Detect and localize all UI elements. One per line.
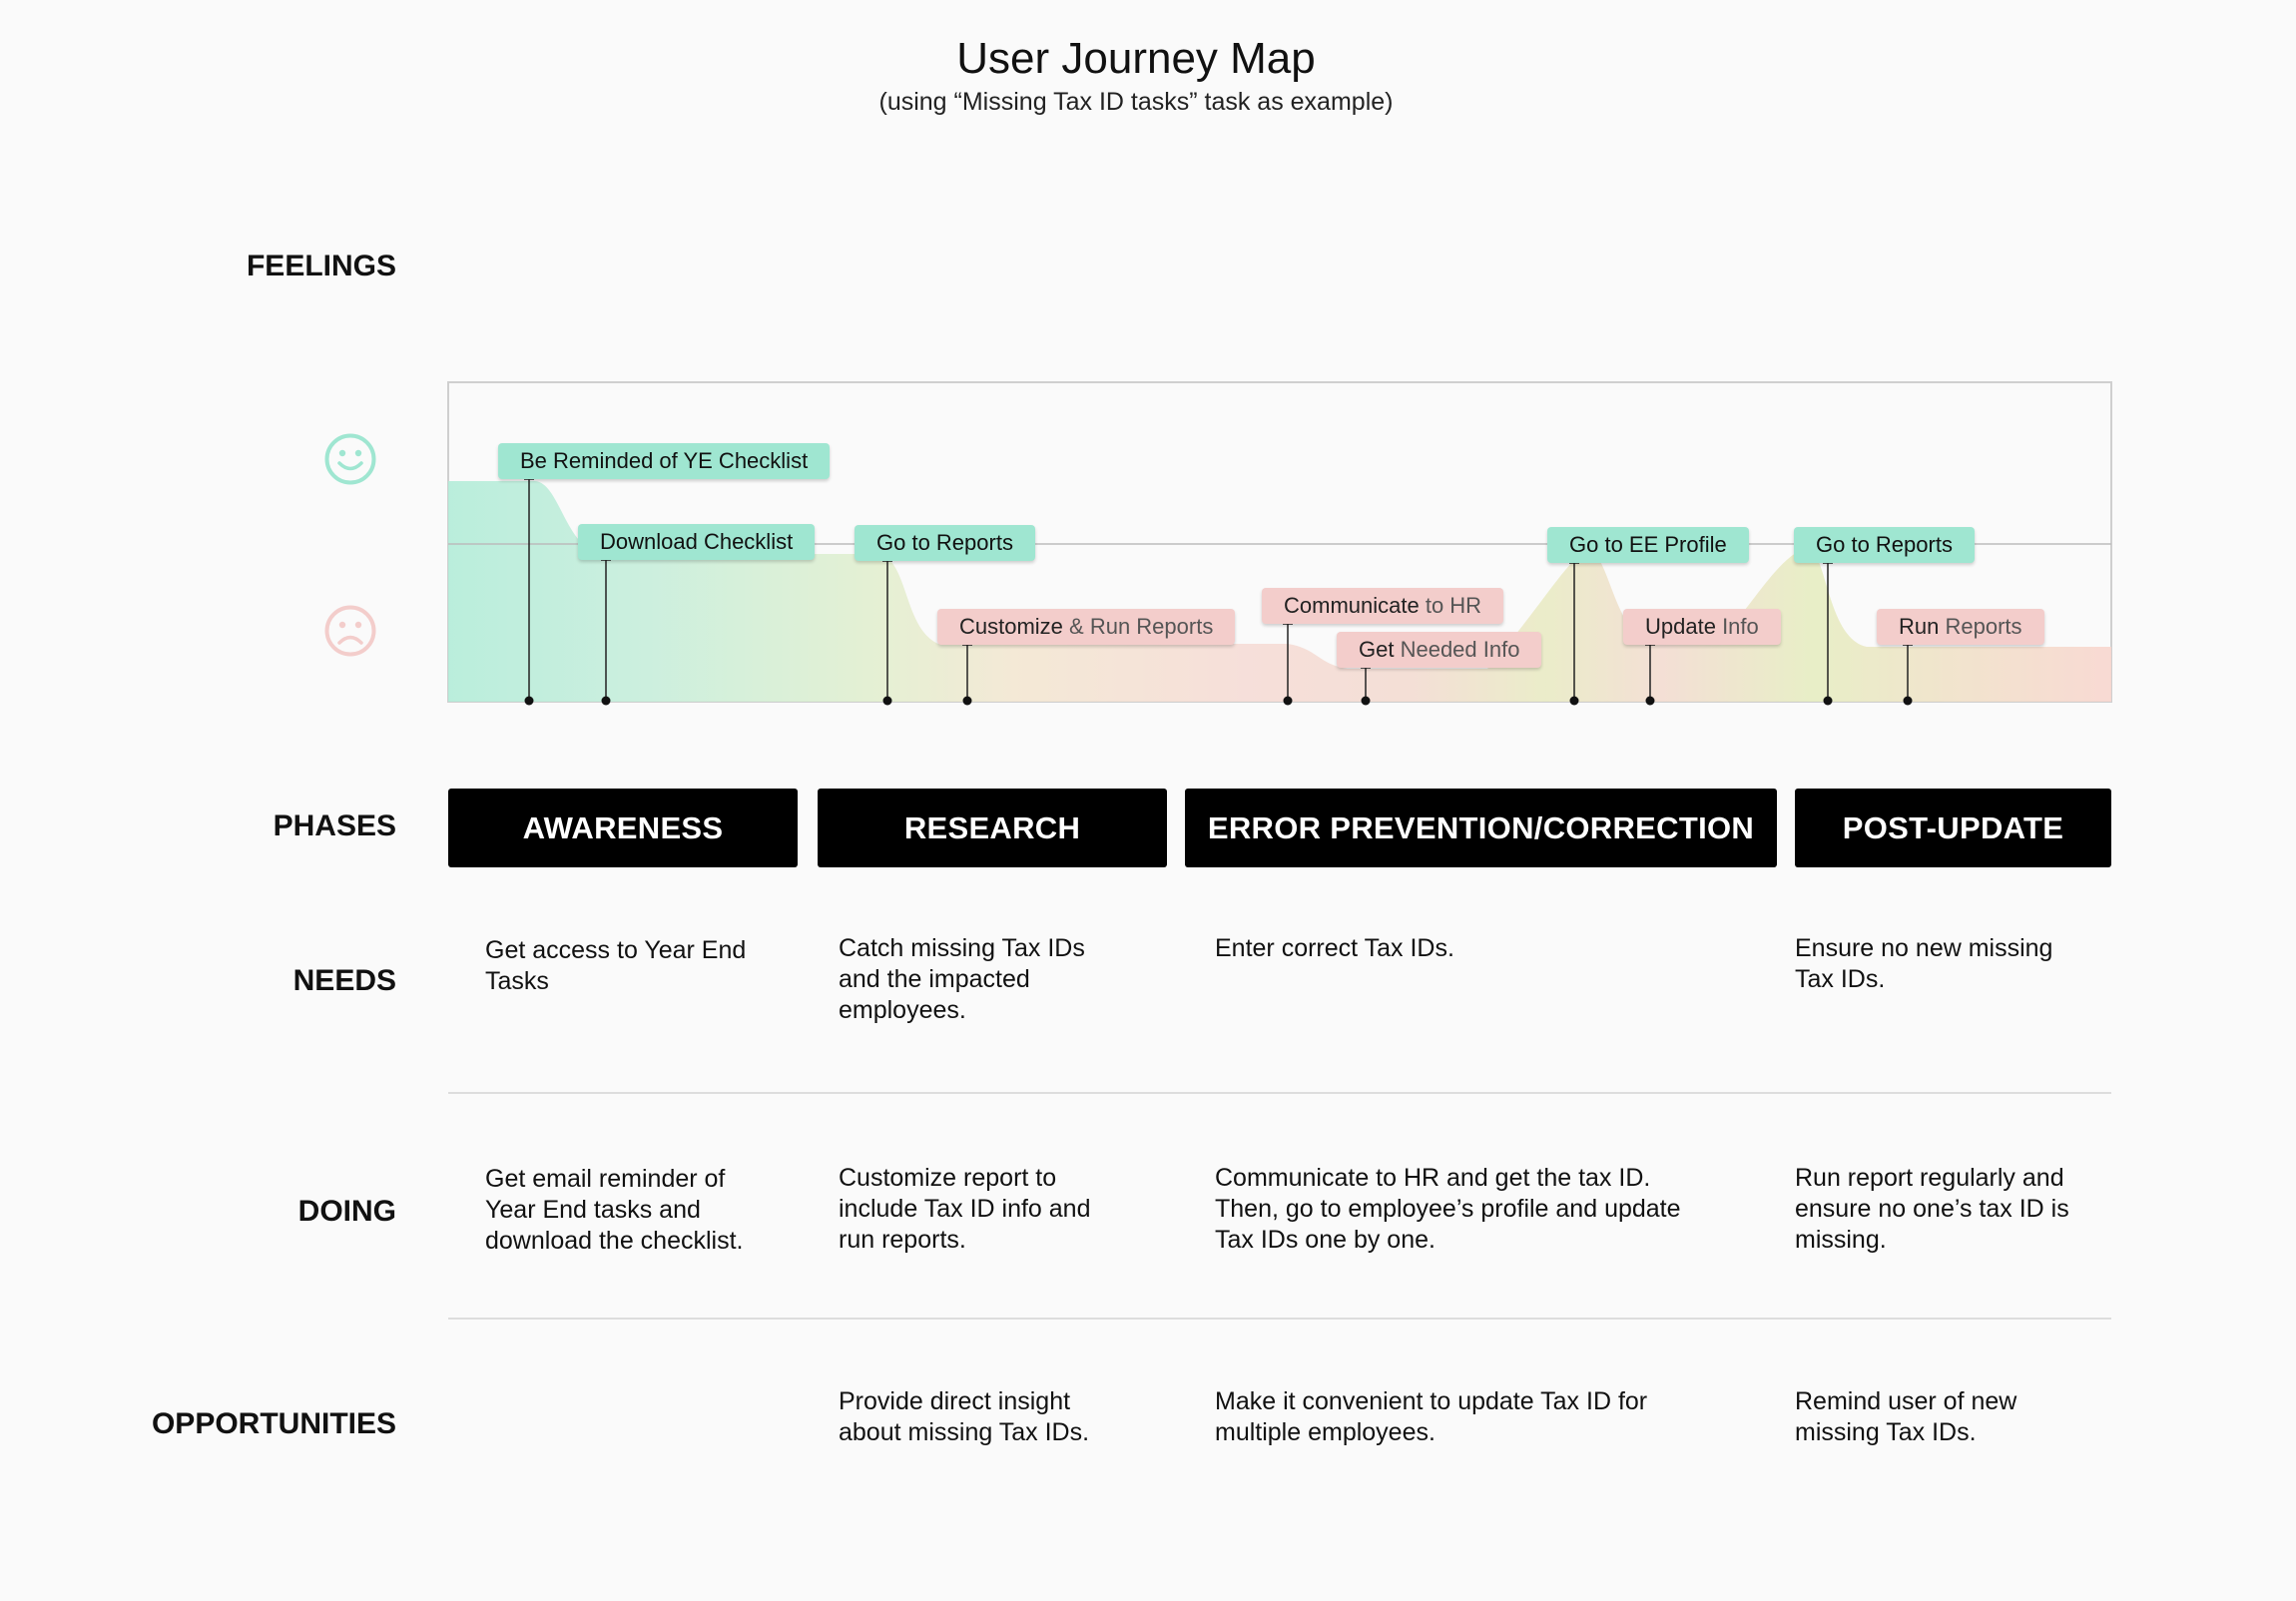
step-label-muted: Reports xyxy=(1939,614,2022,639)
step-label-main: Go to EE Profile xyxy=(1569,532,1727,557)
doing-research: Customize report to include Tax ID info … xyxy=(839,1164,1091,1254)
feelings-chart xyxy=(447,381,2112,706)
step-run-reports: Run Reports xyxy=(1877,609,2044,645)
step-go-to-reports: Go to Reports xyxy=(855,525,1035,561)
step-customize-run-reports: Customize & Run Reports xyxy=(937,609,1236,645)
row-label-needs: NEEDS xyxy=(292,964,396,997)
row-label-doing: DOING xyxy=(297,1195,396,1228)
needs-error-prevention: Enter correct Tax IDs. xyxy=(1215,934,1454,962)
step-label-muted: Info xyxy=(1715,614,1759,639)
step-anchor-dot xyxy=(962,696,972,706)
step-anchor-dot xyxy=(1283,696,1293,706)
sad-face-icon xyxy=(324,605,376,657)
step-label-main: Download Checklist xyxy=(600,529,794,554)
emotion-curve-area xyxy=(448,481,2111,702)
page-subtitle: (using “Missing Tax ID tasks” task as ex… xyxy=(878,88,1394,116)
step-get-needed-info: Get Needed Info xyxy=(1337,632,1542,668)
doing-awareness: Get email reminder of Year End tasks and… xyxy=(485,1165,744,1255)
needs-awareness: Get access to Year End Tasks xyxy=(485,936,747,995)
step-download-checklist: Download Checklist xyxy=(578,524,816,560)
step-anchor-dot xyxy=(601,696,611,706)
page-title: User Journey Map xyxy=(956,34,1316,83)
opportunities-research: Provide direct insight about missing Tax… xyxy=(839,1387,1090,1446)
step-anchor-dot xyxy=(1903,696,1913,706)
step-label-main: Go to Reports xyxy=(1816,532,1953,557)
phase-error-prevention-correction: ERROR PREVENTION/CORRECTION xyxy=(1185,789,1777,867)
row-label-phases: PHASES xyxy=(273,809,396,842)
divider-needs-doing xyxy=(448,1092,2111,1094)
step-label-main: Communicate xyxy=(1284,593,1420,618)
step-label-main: Be Reminded of YE Checklist xyxy=(520,448,809,473)
step-anchor-dot xyxy=(1361,696,1371,706)
step-label-main: Customize xyxy=(959,614,1063,639)
step-anchor-dot xyxy=(1823,696,1833,706)
doing-post-update: Run report regularly and ensure no one’s… xyxy=(1795,1164,2069,1254)
row-label-opportunities: OPPORTUNITIES xyxy=(151,1407,396,1440)
step-communicate-to-hr: Communicate to HR xyxy=(1262,588,1504,624)
step-label-main: Get xyxy=(1359,637,1395,662)
divider-doing-opportunities xyxy=(448,1318,2111,1320)
row-label-feelings: FEELINGS xyxy=(246,250,396,282)
opportunities-error-prevention: Make it convenient to update Tax ID for … xyxy=(1215,1387,1648,1446)
phase-research: RESEARCH xyxy=(818,789,1167,867)
step-update-info: Update Info xyxy=(1623,609,1781,645)
step-go-to-ee-profile: Go to EE Profile xyxy=(1547,527,1749,563)
step-anchor-dot xyxy=(1645,696,1655,706)
step-anchor-dot xyxy=(524,696,534,706)
phase-awareness: AWARENESS xyxy=(448,789,798,867)
step-label-main: Run xyxy=(1899,614,1940,639)
smiley-face-icon xyxy=(324,433,376,485)
step-be-reminded-of-ye-checklist: Be Reminded of YE Checklist xyxy=(498,443,831,479)
step-anchor-dot xyxy=(882,696,892,706)
step-anchor-dot xyxy=(1569,696,1579,706)
needs-post-update: Ensure no new missing Tax IDs. xyxy=(1795,934,2053,993)
step-label-main: Go to Reports xyxy=(876,530,1013,555)
phase-post-update: POST-UPDATE xyxy=(1795,789,2111,867)
opportunities-post-update: Remind user of new missing Tax IDs. xyxy=(1795,1387,2017,1446)
step-label-main: Update xyxy=(1645,614,1716,639)
needs-research: Catch missing Tax IDs and the impacted e… xyxy=(839,934,1085,1024)
step-label-muted: to HR xyxy=(1419,593,1482,618)
step-label-muted: & Run Reports xyxy=(1062,614,1214,639)
doing-error-prevention: Communicate to HR and get the tax ID. Th… xyxy=(1215,1164,1681,1254)
step-go-to-reports-2: Go to Reports xyxy=(1794,527,1975,563)
step-label-muted: Needed Info xyxy=(1394,637,1520,662)
